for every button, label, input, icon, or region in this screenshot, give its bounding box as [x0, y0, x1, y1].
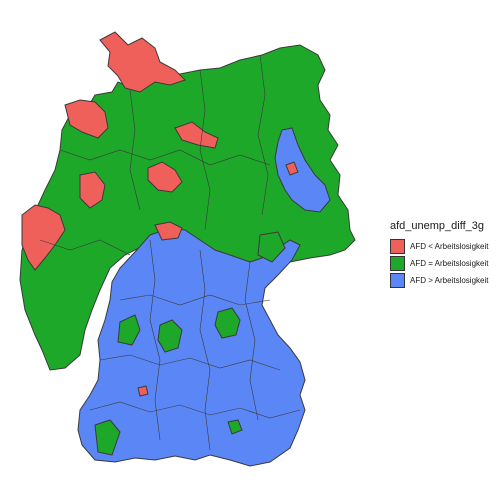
map-region-green-patch-5	[227, 419, 243, 435]
map-region-red-central-3	[154, 221, 183, 241]
map-region-blue-east	[274, 127, 331, 213]
legend-item-afd-less: AFD < Arbeitslosigkeit	[390, 238, 502, 255]
legend-label: AFD > Arbeitslosigkeit	[410, 276, 489, 285]
legend-label: AFD = Arbeitslosigkeit	[410, 259, 489, 268]
map-region-green-patch-6	[257, 231, 286, 263]
legend-title: afd_unemp_diff_3g	[390, 220, 484, 232]
map-region-red-northwest	[64, 99, 109, 139]
map-region-red-westcentral	[79, 171, 106, 209]
map-legend: afd_unemp_diff_3g AFD < Arbeitslosigkeit…	[390, 220, 502, 289]
map-region-red-east-small	[285, 161, 299, 176]
map-region-red-south-small	[137, 385, 149, 397]
district-borders	[39, 54, 301, 451]
legend-swatch-green	[390, 256, 405, 271]
map-region-green-patch-1	[157, 319, 183, 353]
legend-swatch-blue	[390, 273, 405, 288]
legend-label: AFD < Arbeitslosigkeit	[410, 242, 489, 251]
map-region-green-patch-3	[117, 314, 141, 346]
map-region-green-patch-4	[94, 419, 121, 456]
map-region-green-patch-2	[214, 307, 241, 339]
legend-item-afd-equal: AFD = Arbeitslosigkeit	[390, 255, 502, 272]
legend-item-afd-greater: AFD > Arbeitslosigkeit	[390, 272, 502, 289]
legend-swatch-red	[390, 239, 405, 254]
map-region-red-central-2	[174, 121, 219, 149]
map-region-red-central-1	[147, 161, 183, 193]
map-region-red-north	[99, 31, 186, 93]
